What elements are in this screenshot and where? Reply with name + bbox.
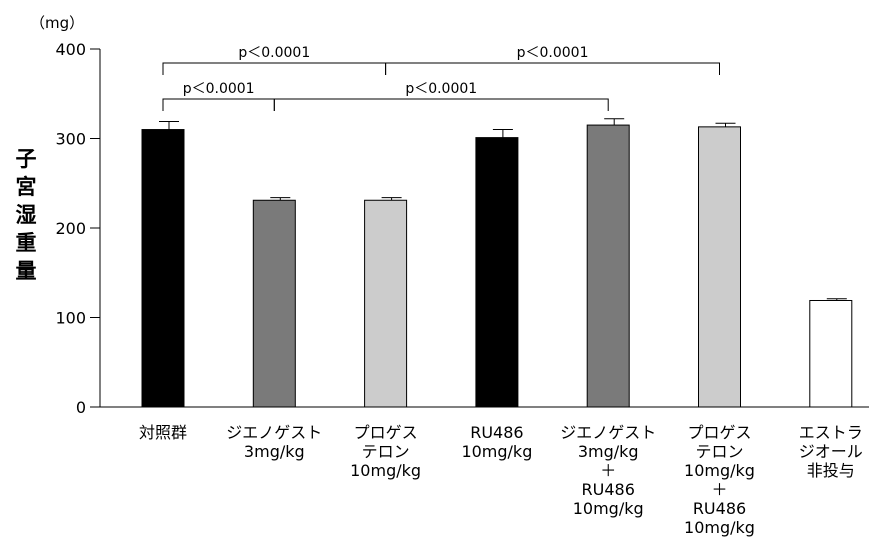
significance-label: p＜0.0001 [183,81,255,97]
category-label: RU486 10mg/kg [461,423,532,461]
y-axis-label-char: 子 [16,147,37,171]
category-label-line: ジエノゲスト [560,423,656,442]
bar [809,299,853,408]
category-label-line: 3mg/kg [578,442,639,461]
y-tick-label: 200 [55,219,86,238]
category-label-line: 対照群 [139,423,187,442]
significance-label: p＜0.0001 [517,45,589,61]
bars [141,118,853,408]
y-axis-label-char: 量 [16,259,37,283]
bar [698,126,741,408]
y-axis-label-char: 宮 [16,175,37,199]
bar [586,124,630,408]
significance-label: p＜0.0001 [238,45,310,61]
category-label-line: ジオール [799,442,863,461]
bar [475,137,519,408]
y-axis-label: 子宮湿重量 [16,147,37,283]
significance-bracket [162,62,387,75]
category-label-line: 10mg/kg [461,442,532,461]
category-label-line: 10mg/kg [573,499,644,518]
category-label: エストラジオール非投与 [799,423,863,480]
category-label: ジエノゲスト 3mg/kg [226,423,322,461]
significance-bracket [273,98,609,111]
category-label-line: 3mg/kg [244,442,305,461]
category-label-line: プロゲス [687,423,751,442]
y-tick-label: 300 [55,130,86,149]
axes: 0 100 200 300 400 [55,40,869,417]
category-label-line: 非投与 [807,461,855,480]
y-tick-label: 400 [55,40,86,59]
category-label-line: RU486 [693,499,746,518]
category-label-line: ＋ [600,461,616,480]
y-axis-label-char: 重 [16,231,37,255]
bar [364,199,408,408]
category-label-line: テロン [695,442,743,461]
y-axis-label-char: 湿 [16,203,37,227]
category-label: 対照群 [139,423,187,442]
category-label: プロゲステロン 10mg/kg ＋ RU486 10mg/kg [684,423,755,537]
bar [252,199,296,408]
category-label: プロゲステロン 10mg/kg [350,423,421,480]
y-tick-label: 0 [76,398,86,417]
category-label-line: テロン [362,442,410,461]
category-label-line: ジエノゲスト [226,423,322,442]
y-tick-label: 100 [55,309,86,328]
category-label-line: ＋ [711,480,727,499]
significance-label: p＜0.0001 [405,81,477,97]
significance-bracket [162,98,275,111]
significance-bracket [385,62,720,75]
category-label-line: プロゲス [354,423,418,442]
category-label-line: RU486 [582,480,635,499]
bar [141,129,185,408]
category-label-line: RU486 [470,423,523,442]
category-label-line: 10mg/kg [350,461,421,480]
significance-brackets: p＜0.0001 p＜0.0001 p＜0.0001 p＜0.0001 [162,45,720,111]
category-label: ジエノゲスト 3mg/kg ＋ RU486 10mg/kg [560,423,656,518]
category-label-line: エストラ [799,423,863,442]
category-label-line: 10mg/kg [684,461,755,480]
category-label-line: 10mg/kg [684,518,755,537]
y-unit-label: （mg） [30,14,84,32]
